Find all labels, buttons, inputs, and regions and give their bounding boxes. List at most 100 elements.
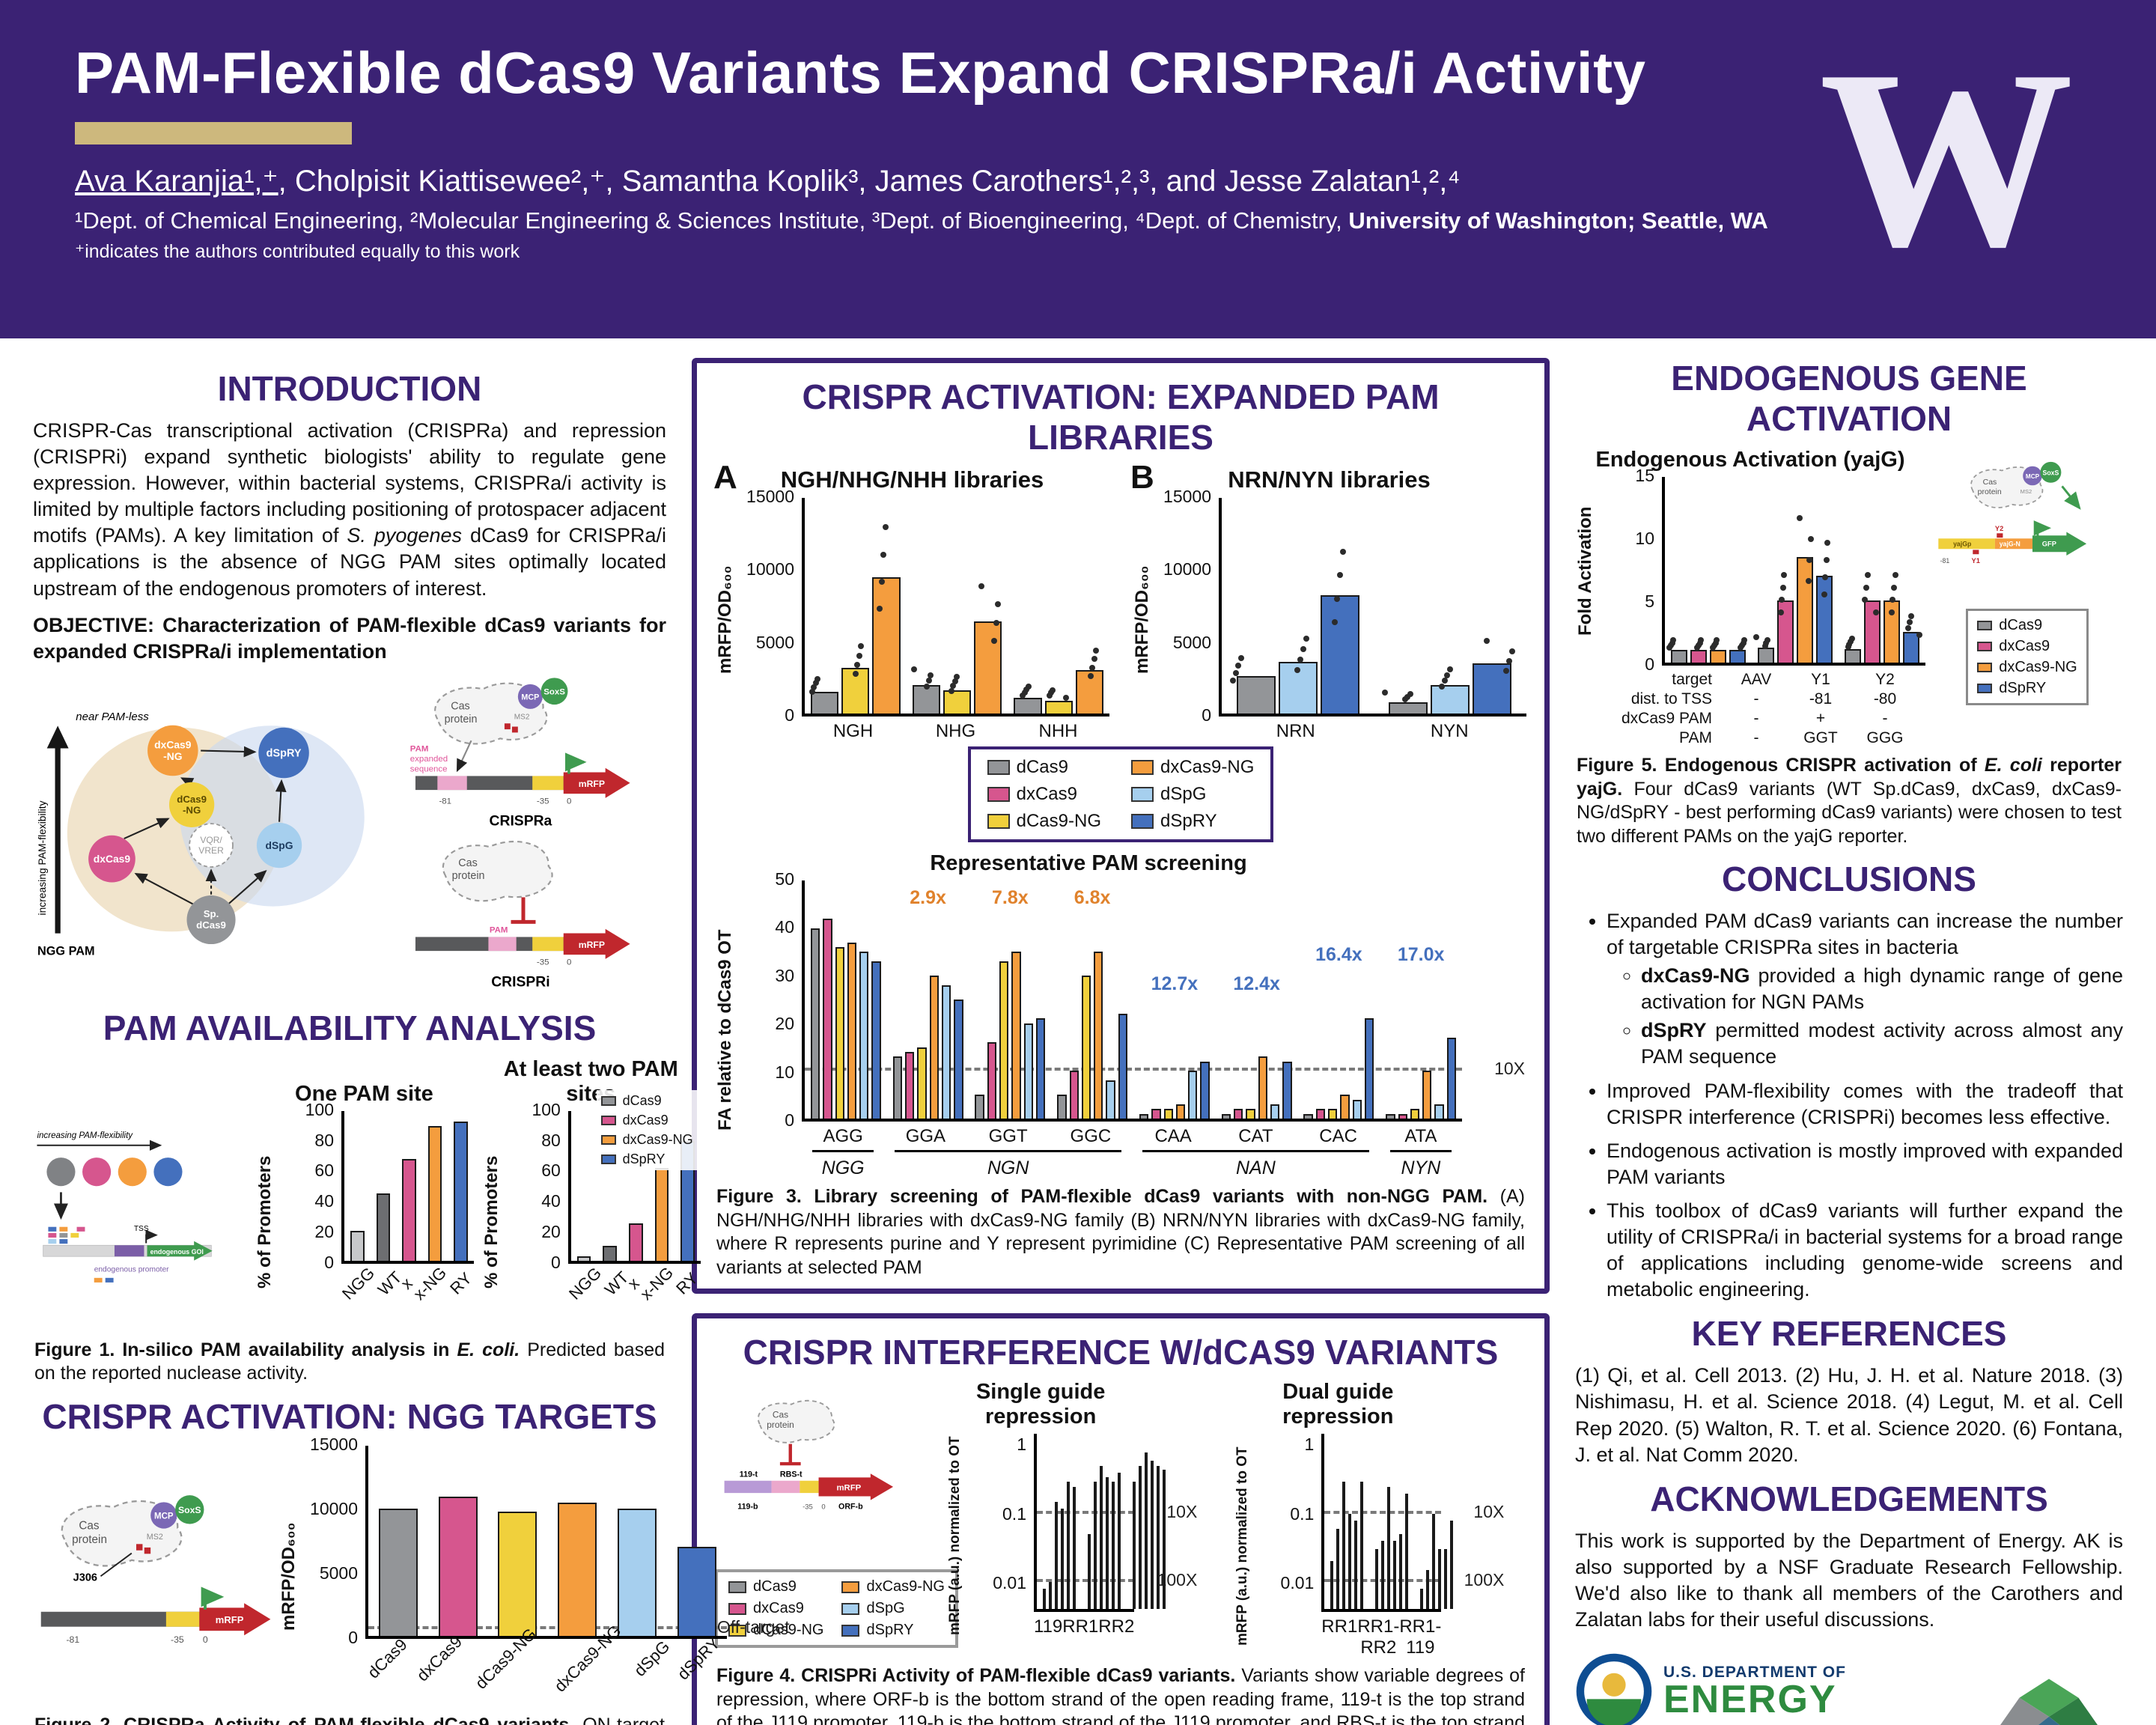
fig2-figure: Cas protein MCP SoxS MS2 J306 mRFP -81 [33,1435,790,1708]
variants-legend: dCas9 dxCas9-NG dxCas9 dSpG dCas9-NG dSpRY [967,746,1274,842]
svg-text:dCas9: dCas9 [177,794,207,805]
svg-text:-NG: -NG [183,804,201,815]
crispra-diagram: Cas protein MCP SoxS MS2 mRFP [410,678,630,829]
panel-b-letter: B [1130,459,1154,496]
yajg-activation-diagram: Cas protein MCP SoxS MS2 Y2 yajGp yajG [1938,461,2087,565]
pam-screening-chart: Representative PAM screening FA relative … [715,851,1525,1178]
single-guide-chart: Single guide repression mRFP (a.u.) norma… [947,1380,1198,1637]
fig2-title: CRISPR ACTIVATION: NGG TARGETS [42,1396,657,1436]
svg-text:GFP: GFP [2042,541,2056,548]
conclusion-item: Expanded PAM dCas9 variants can increase… [1607,908,2123,1071]
svg-text:sequence: sequence [410,765,448,774]
svg-text:protein: protein [445,714,478,725]
expanded-pam-box: CRISPR ACTIVATION: EXPANDED PAM LIBRARIE… [692,358,1550,1294]
references-title: KEY REFERENCES [1691,1314,2007,1354]
svg-text:-35: -35 [803,1503,813,1512]
doe-line2: ENERGY [1663,1677,1837,1721]
svg-text:yajGp: yajGp [1953,541,1971,548]
doe-seal-icon [1576,1653,1652,1725]
other-authors: , Cholpisit Kiattisewee²,⁺, Samantha Kop… [278,165,1461,198]
svg-text:dxCas9: dxCas9 [94,853,131,865]
svg-text:119-b: 119-b [737,1503,758,1512]
fig3-caption: Figure 3. Library screening of PAM-flexi… [716,1186,1525,1278]
panel-a-letter: A [713,459,737,496]
svg-text:-81: -81 [66,1634,79,1645]
fig4-figure: Cas protein 119-t RBS-t mRFP 119-b [715,1380,1526,1658]
two-pam-sites-chart: At least two PAM sites% of Promoters 0 20 4… [481,1056,702,1303]
svg-text:SoxS: SoxS [178,1505,201,1515]
node-dspry: dSpRY [258,727,309,779]
panel-b: B NRN/NYN libraries mRFP/OD₆₀₀ 0 5000 10000 1… [1130,459,1526,742]
conclusion-item: Endogenous activation is mostly improved… [1607,1138,2123,1190]
svg-text:-81: -81 [439,797,451,806]
fig4-legend: dCas9 dxCas9-NG dxCas9 dSpG dCas9-NG dSpRY [715,1569,958,1648]
node-dcas9-ng: dCas9-NG [168,782,215,827]
first-author: Ava Karanjia¹,⁺ [75,165,278,198]
one-pam-site-chart-wrap: One PAM site% of Promoters 0 20 40 60 80 100 NG… [255,1082,475,1333]
conclusions-title: CONCLUSIONS [1722,860,1976,898]
crispri-diagram: Cas protein mRFP PAM -35 0 CRISPRi [415,840,630,990]
svg-text:mRFP: mRFP [216,1614,244,1625]
middle-column: CRISPR ACTIVATION: EXPANDED PAM LIBRARIE… [692,358,1550,1725]
mrfp-gene-arrow [563,928,630,959]
y1-pam-tick [1973,550,1979,555]
pam-availability-diagram: increasing PAM-flexibility [37,1131,213,1283]
node-dspg: dSpG [256,822,302,868]
conclusions-list: Expanded PAM dCas9 variants can increase… [1607,908,2123,1303]
svg-text:expanded: expanded [410,755,448,764]
svg-text:Cas: Cas [773,1409,788,1420]
svg-text:mRFP: mRFP [836,1483,861,1492]
interference-box: CRISPR INTERFERENCE W/dCAS9 VARIANTS Cas… [692,1313,1550,1725]
svg-text:MS2: MS2 [147,1533,163,1542]
svg-text:MCP: MCP [2026,473,2040,480]
rbs-segment [771,1480,800,1494]
svg-text:mRFP: mRFP [579,779,605,789]
svg-text:RBS-t: RBS-t [780,1470,803,1479]
node-dxcas9-ng: dxCas9-NG [147,725,198,776]
svg-text:VQR/: VQR/ [200,835,222,845]
two-pam-sites-chart-wrap: At least two PAM sites% of Promoters 0 20 4… [481,1056,702,1333]
svg-text:protein: protein [72,1533,107,1546]
svg-text:-35: -35 [171,1634,184,1645]
fig5-legend: dCas9 dxCas9 dxCas9-NG dSpRY [1966,609,2089,705]
svg-text:0: 0 [567,958,571,967]
svg-text:Cas: Cas [79,1519,100,1532]
svg-text:-35: -35 [537,797,549,806]
j119-promoter-segment [724,1480,772,1494]
svg-text:SoxS: SoxS [2043,469,2059,476]
svg-text:dSpG: dSpG [266,839,293,851]
yajg-activation-chart: Endogenous Activation (yajG) Fold Activat… [1575,448,1925,674]
svg-text:Sp.: Sp. [204,908,219,919]
flexibility-axis-label: increasing PAM-flexibility [36,800,48,915]
pam-segment [437,776,467,790]
fig5-caption: Figure 5. Endogenous CRISPR activation o… [1577,755,2122,847]
fig1-title: PAM AVAILABILITY ANALYSIS [103,1008,597,1047]
references-text: (1) Qi, et al. Cell 2013. (2) Hu, J. H. … [1575,1364,2123,1466]
svg-text:increasing PAM-flexibility: increasing PAM-flexibility [37,1131,133,1140]
ngg-targets-chart: mRFP/OD₆₀₀ 0 5000 10000 15000 Off-target dCas9… [278,1434,790,1696]
svg-text:endogenous promoter: endogenous promoter [94,1265,169,1274]
fig4-title: CRISPR INTERFERENCE W/dCAS9 VARIANTS [743,1333,1499,1372]
y2-pam-tick [1997,533,2003,538]
svg-text:J306: J306 [73,1572,97,1583]
svg-text:TSS: TSS [134,1225,149,1233]
yajg-n-segment [1994,538,2032,550]
acknowledgements-title: ACKNOWLEDGEMENTS [1650,1479,2048,1518]
intro-title: INTRODUCTION [217,369,482,408]
ngh-libraries-chart: NGH/NHG/NHH libraries mRFP/OD₆₀₀ 0 5000 1000… [715,466,1109,742]
fig5-condition-table: target AAV Y1 Y2 dist. to TSS - -81 -80 dxCas9 P… [1621,671,1904,746]
svg-text:MCP: MCP [521,693,539,702]
variant-overview-figure: near PAM-less increasing PAM-flexibility… [33,671,666,997]
svg-text:dCas9: dCas9 [196,919,226,931]
acknowledgements-text: This work is supported by the Department… [1575,1529,2123,1631]
conclusion-subitem: dSpRY permitted modest activity across a… [1641,1017,2123,1070]
transcription-arrow [564,752,587,774]
nrn-libraries-chart: NRN/NYN libraries mRFP/OD₆₀₀ 0 5000 10000 150… [1132,466,1526,742]
fig1-legend: dCas9 dxCas9 dxCas9-NG dSpRY [596,1089,698,1170]
ngg-pam-label: NGG PAM [37,944,95,958]
svg-text:protein: protein [767,1420,794,1430]
fig5-chart-area: Endogenous Activation (yajG) Fold Activat… [1575,448,1925,748]
cas-protein-blob [442,840,553,902]
node-sp-dcas9: Sp.dCas9 [186,895,236,944]
